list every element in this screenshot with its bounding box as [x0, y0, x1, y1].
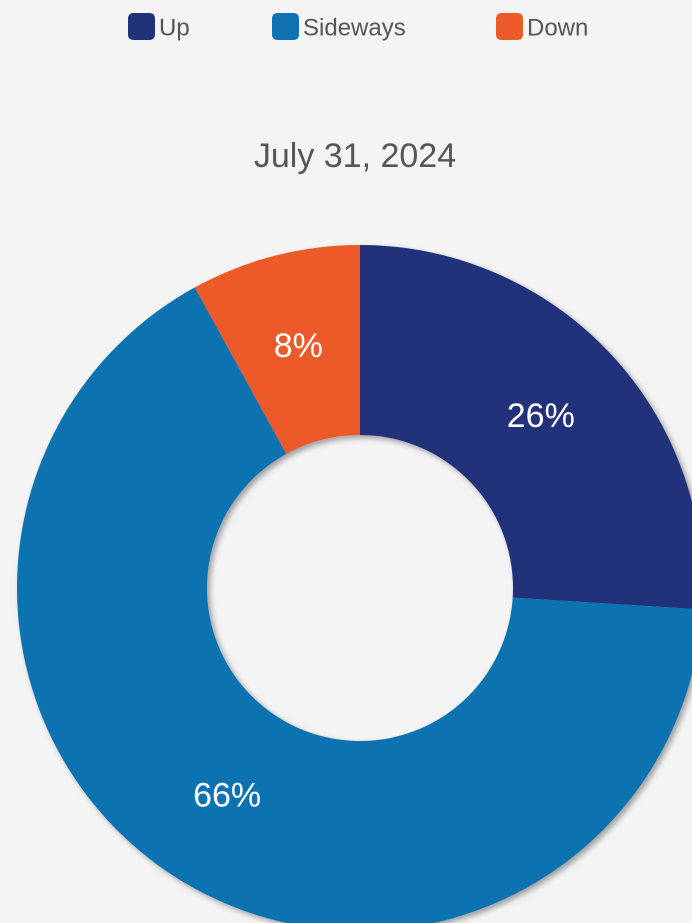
slice-label: 8% — [274, 327, 323, 365]
chart-title: July 31, 2024 — [254, 137, 456, 175]
legend-swatch — [496, 13, 523, 40]
donut — [17, 245, 692, 923]
legend-label: Up — [159, 14, 190, 41]
legend-swatch — [272, 13, 299, 40]
slice-label: 26% — [507, 397, 575, 435]
legend-swatch — [128, 13, 155, 40]
slice-label: 66% — [193, 776, 261, 814]
donut-slice — [194, 245, 360, 454]
legend-label: Down — [527, 14, 588, 41]
donut-slice — [17, 287, 692, 923]
legend-label: Sideways — [303, 14, 406, 41]
donut-slice — [360, 245, 692, 609]
